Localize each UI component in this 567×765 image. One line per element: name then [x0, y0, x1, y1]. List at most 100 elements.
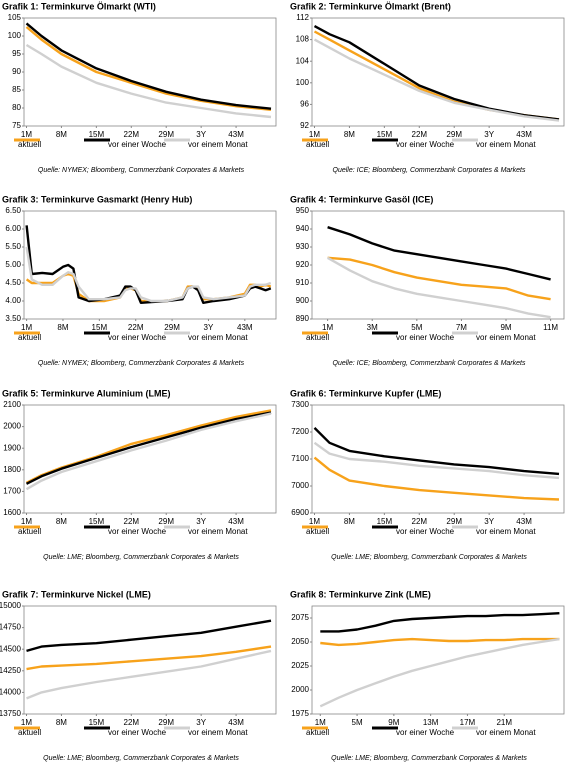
y-tick-label: 7000: [291, 481, 309, 490]
x-tick-label: 15M: [377, 517, 393, 526]
y-tick-label: 75: [12, 121, 21, 130]
x-tick-label: 1M: [21, 517, 32, 526]
y-tick-label: 1975: [291, 709, 309, 718]
series-line: [319, 637, 560, 708]
legend-label: vor einer Woche: [396, 333, 455, 342]
y-tick-label: 100: [8, 31, 22, 40]
legend-label: vor einem Monat: [188, 140, 248, 149]
series-line: [26, 619, 272, 653]
series-line: [25, 246, 272, 303]
source-note: Quelle: ICE; Bloomberg, Commerzbank Corp…: [333, 167, 526, 174]
x-tick-label: 21M: [496, 718, 512, 727]
y-tick-label: 910: [296, 278, 310, 287]
y-tick-label: 2025: [291, 661, 309, 670]
legend-label: vor einem Monat: [188, 728, 248, 737]
y-tick-label: 1700: [3, 487, 21, 496]
x-tick-label: 1M: [309, 130, 320, 139]
chart-title: Grafik 3: Terminkurve Gasmarkt (Henry Hu…: [2, 194, 192, 204]
x-tick-label: 29M: [158, 517, 174, 526]
x-tick-label: 9M: [388, 718, 399, 727]
y-tick-label: 14750: [0, 623, 22, 632]
legend-label: vor einem Monat: [476, 527, 536, 536]
y-tick-label: 108: [296, 35, 310, 44]
x-tick-label: 22M: [124, 718, 140, 727]
series-line: [25, 411, 272, 485]
x-tick-label: 29M: [158, 130, 174, 139]
x-tick-label: 43M: [237, 323, 253, 332]
x-tick-label: 8M: [56, 718, 67, 727]
plot-frame: [23, 404, 277, 514]
x-tick-label: 29M: [446, 517, 462, 526]
y-tick-label: 950: [296, 206, 310, 215]
x-tick-label: 3Y: [204, 323, 214, 332]
y-tick-label: 6.00: [5, 224, 21, 233]
source-note: Quelle: LME; Bloomberg, Commerzbank Corp…: [43, 755, 239, 762]
y-tick-label: 4.00: [5, 296, 21, 305]
x-tick-label: 3Y: [196, 517, 206, 526]
x-tick-label: 3Y: [484, 130, 494, 139]
legend-label: vor einer Woche: [396, 140, 455, 149]
series-line: [313, 25, 560, 121]
y-tick-label: 90: [12, 67, 21, 76]
legend-label: vor einer Woche: [108, 140, 167, 149]
x-tick-label: 43M: [228, 130, 244, 139]
series-line: [313, 38, 560, 122]
legend-label: vor einer Woche: [108, 333, 167, 342]
legend-label: vor einem Monat: [476, 333, 536, 342]
x-tick-label: 29M: [446, 130, 462, 139]
y-tick-label: 15000: [0, 601, 22, 610]
y-tick-label: 940: [296, 224, 310, 233]
x-tick-label: 43M: [228, 517, 244, 526]
y-tick-label: 105: [8, 13, 22, 22]
source-note: Quelle: NYMEX; Bloomberg, Commerzbank Co…: [38, 167, 245, 174]
plot-frame: [23, 17, 277, 127]
series-line: [313, 427, 560, 476]
legend-label: vor einer Woche: [108, 728, 167, 737]
y-tick-label: 104: [296, 56, 310, 65]
legend-label: aktuell: [306, 527, 329, 536]
legend-label: aktuell: [18, 333, 41, 342]
y-tick-label: 5.00: [5, 260, 21, 269]
series-line: [26, 649, 272, 700]
legend-label: vor einem Monat: [188, 527, 248, 536]
x-tick-label: 15M: [89, 718, 105, 727]
x-tick-label: 22M: [412, 130, 428, 139]
x-tick-label: 8M: [56, 517, 67, 526]
x-tick-label: 11M: [543, 323, 558, 332]
x-tick-label: 3M: [367, 323, 378, 332]
source-note: Quelle: LME; Bloomberg, Commerzbank Corp…: [331, 554, 527, 561]
y-tick-label: 112: [296, 13, 309, 22]
series-line: [327, 256, 551, 301]
chart-title: Grafik 7: Terminkurve Nickel (LME): [2, 589, 151, 599]
chart-title: Grafik 1: Terminkurve Ölmarkt (WTI): [2, 1, 156, 11]
x-tick-label: 22M: [128, 323, 144, 332]
legend-label: vor einer Woche: [396, 527, 455, 536]
legend-label: aktuell: [18, 527, 41, 536]
y-tick-label: 92: [300, 121, 309, 130]
x-tick-label: 8M: [344, 130, 355, 139]
series-line: [313, 456, 560, 501]
series-line: [320, 637, 560, 647]
legend-label: aktuell: [306, 333, 329, 342]
x-tick-label: 8M: [57, 323, 68, 332]
x-tick-label: 9M: [500, 323, 511, 332]
x-tick-label: 22M: [412, 517, 428, 526]
y-tick-label: 5.50: [5, 242, 21, 251]
legend-label: aktuell: [306, 140, 329, 149]
x-tick-label: 3Y: [196, 130, 206, 139]
series-line: [25, 225, 272, 304]
y-tick-label: 2000: [291, 685, 309, 694]
y-tick-label: 80: [12, 103, 21, 112]
x-tick-label: 29M: [158, 718, 174, 727]
y-tick-label: 7200: [291, 427, 309, 436]
y-tick-label: 95: [12, 49, 21, 58]
y-tick-label: 85: [12, 85, 21, 94]
x-tick-label: 3Y: [484, 517, 494, 526]
x-tick-label: 7M: [456, 323, 467, 332]
x-tick-label: 17M: [460, 718, 476, 727]
x-tick-label: 1M: [21, 718, 32, 727]
legend-label: aktuell: [306, 728, 329, 737]
y-tick-label: 1600: [3, 508, 21, 517]
x-tick-label: 1M: [21, 323, 32, 332]
y-tick-label: 96: [300, 100, 309, 109]
